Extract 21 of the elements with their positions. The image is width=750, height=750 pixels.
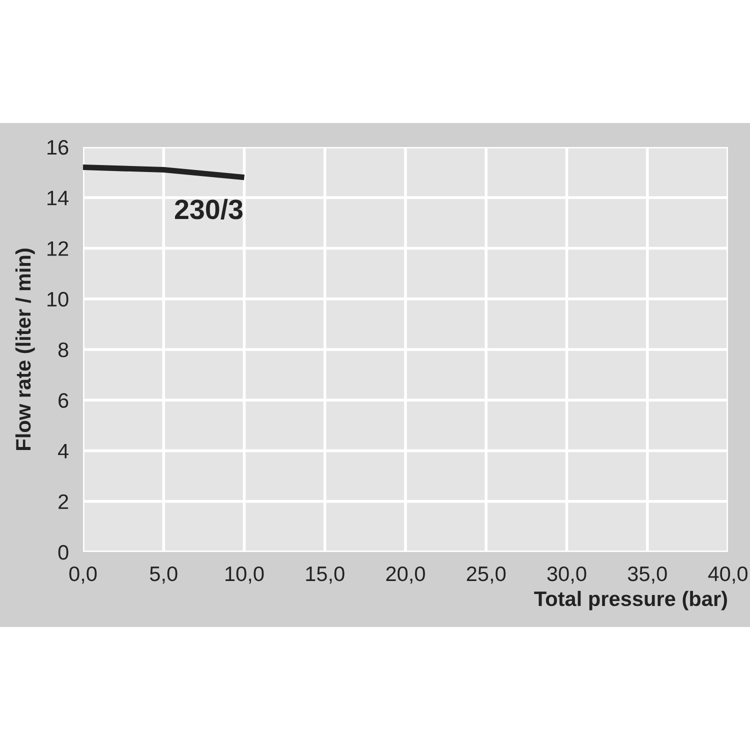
x-tick-label: 15,0 [306,566,344,584]
y-tick-label: 2 [58,494,68,509]
x-tick-label: 20,0 [386,566,425,584]
y-tick-label: 8 [58,342,68,358]
y-tick-label: 14 [48,190,69,206]
y-tick-label: 10 [48,292,68,307]
y-tick-label: 6 [58,393,68,408]
y-tick-label: 0 [58,545,68,560]
x-tick-label: 0,0 [69,566,97,584]
x-tick-label: 30,0 [547,566,586,584]
x-tick-label: 25,0 [466,566,506,584]
y-tick-label: 12 [48,241,68,256]
y-tick-label: 4 [58,444,68,458]
annotation: 230/3 [174,198,243,220]
x-tick-label: 10,0 [226,566,264,584]
x-axis-title: Total pressure (bar) [534,590,727,610]
y-axis-title: Flow rate (liter / min) [15,248,35,450]
x-tick-label: 35,0 [628,566,667,584]
x-tick-label: 5,0 [150,566,178,584]
y-tick-label: 16 [48,140,68,155]
x-tick-label: 40,0 [708,566,748,584]
